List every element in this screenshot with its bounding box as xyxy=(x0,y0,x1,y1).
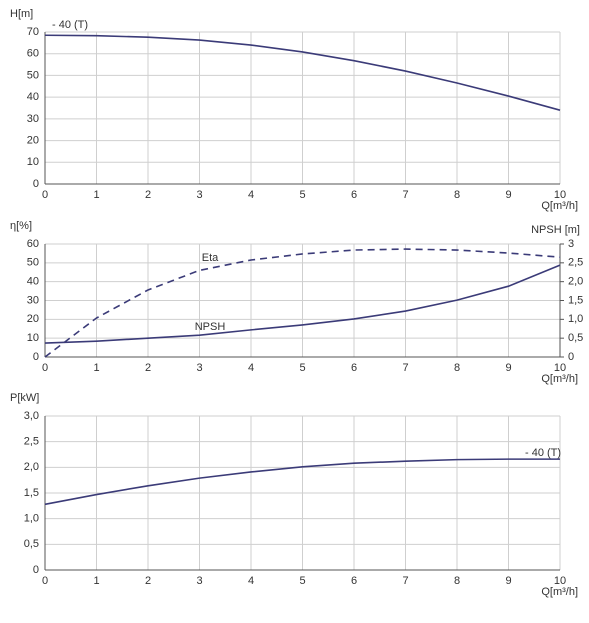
x-tick-label: 2 xyxy=(145,362,151,374)
y2-tick-label: 1,0 xyxy=(568,313,583,325)
x-tick-label: 6 xyxy=(351,575,357,587)
y-axis-label: η[%] xyxy=(10,220,32,232)
x-tick-label: 1 xyxy=(93,189,99,201)
y-tick-label: 10 xyxy=(27,156,39,168)
series-line xyxy=(44,458,560,506)
x-tick-label: 6 xyxy=(351,189,357,201)
series-label: - 40 (T) xyxy=(52,19,88,31)
y-tick-label: 0 xyxy=(33,564,39,576)
y-tick-label: 0 xyxy=(33,178,39,190)
y2-tick-label: 2,0 xyxy=(568,276,583,288)
series-label: Eta xyxy=(202,252,219,264)
x-tick-label: 4 xyxy=(248,575,254,587)
x-tick-label: 0 xyxy=(42,575,48,587)
x-tick-label: 5 xyxy=(299,575,305,587)
y-tick-label: 50 xyxy=(27,69,39,81)
y-tick-label: 0 xyxy=(33,351,39,363)
x-tick-label: 10 xyxy=(554,575,566,587)
y2-axis-label: NPSH [m] xyxy=(531,224,580,236)
x-tick-label: 9 xyxy=(505,575,511,587)
y2-tick-label: 2,5 xyxy=(568,257,583,269)
x-tick-label: 0 xyxy=(42,362,48,374)
y2-tick-label: 1,5 xyxy=(568,294,583,306)
x-tick-label: 5 xyxy=(299,189,305,201)
y-tick-label: 30 xyxy=(27,113,39,125)
x-tick-label: 8 xyxy=(454,362,460,374)
x-tick-label: 9 xyxy=(505,189,511,201)
series-line xyxy=(44,248,561,358)
y2-tick-label: 3 xyxy=(568,238,574,250)
x-axis-label: Q[m³/h] xyxy=(541,373,578,385)
y-tick-label: 2,5 xyxy=(24,436,39,448)
x-axis-label: Q[m³/h] xyxy=(541,586,578,598)
y-tick-label: 3,0 xyxy=(24,410,39,422)
x-tick-label: 8 xyxy=(454,575,460,587)
x-tick-label: 9 xyxy=(505,362,511,374)
series-label: - 40 (T) xyxy=(525,447,561,459)
x-tick-label: 10 xyxy=(554,189,566,201)
y-axis-label: H[m] xyxy=(10,8,33,20)
y-tick-label: 1,5 xyxy=(24,487,39,499)
y-tick-label: 60 xyxy=(27,238,39,250)
x-axis-label: Q[m³/h] xyxy=(541,200,578,212)
y-tick-label: 30 xyxy=(27,294,39,306)
series-line xyxy=(44,264,561,344)
x-tick-label: 3 xyxy=(196,575,202,587)
y-tick-label: 1,0 xyxy=(24,513,39,525)
x-tick-label: 6 xyxy=(351,362,357,374)
y-tick-label: 70 xyxy=(27,26,39,38)
x-tick-label: 10 xyxy=(554,362,566,374)
x-tick-label: 5 xyxy=(299,362,305,374)
y-tick-label: 40 xyxy=(27,91,39,103)
x-tick-label: 3 xyxy=(196,189,202,201)
x-tick-label: 8 xyxy=(454,189,460,201)
x-tick-label: 1 xyxy=(93,362,99,374)
x-tick-label: 3 xyxy=(196,362,202,374)
x-tick-label: 1 xyxy=(93,575,99,587)
series-label: NPSH xyxy=(195,321,226,333)
y-tick-label: 50 xyxy=(27,257,39,269)
x-tick-label: 7 xyxy=(402,189,408,201)
x-tick-label: 4 xyxy=(248,362,254,374)
x-tick-label: 2 xyxy=(145,189,151,201)
y-tick-label: 10 xyxy=(27,332,39,344)
y-tick-label: 20 xyxy=(27,313,39,325)
series-line xyxy=(44,34,561,111)
y-tick-label: 0,5 xyxy=(24,538,39,550)
x-tick-label: 4 xyxy=(248,189,254,201)
y2-tick-label: 0,5 xyxy=(568,332,583,344)
x-tick-label: 7 xyxy=(402,362,408,374)
y-axis-label: P[kW] xyxy=(10,392,39,404)
y-tick-label: 20 xyxy=(27,134,39,146)
y2-tick-label: 0 xyxy=(568,351,574,363)
x-tick-label: 2 xyxy=(145,575,151,587)
y-tick-label: 2,0 xyxy=(24,461,39,473)
y-tick-label: 40 xyxy=(27,276,39,288)
x-tick-label: 0 xyxy=(42,189,48,201)
x-tick-label: 7 xyxy=(402,575,408,587)
y-tick-label: 60 xyxy=(27,48,39,60)
